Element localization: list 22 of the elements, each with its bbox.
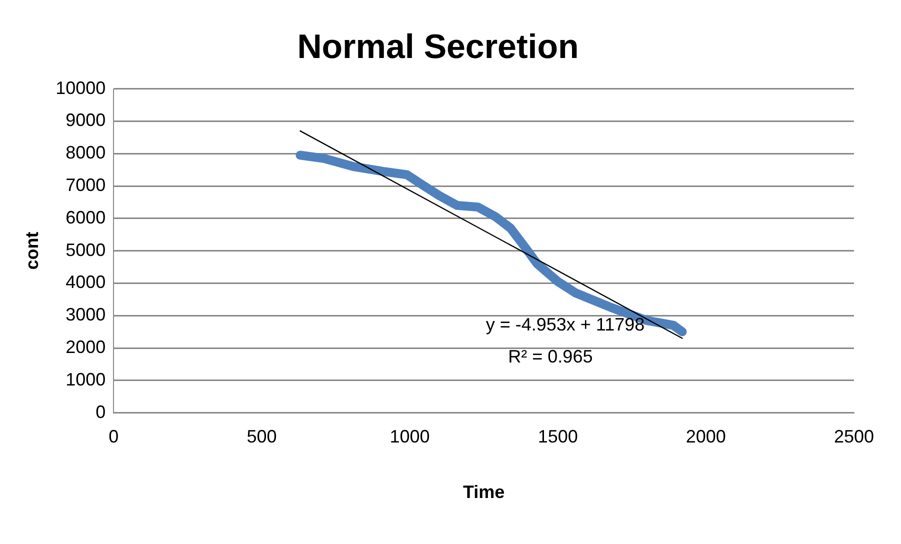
y-tick-label: 6000 — [66, 207, 106, 228]
x-tick-label: 2000 — [686, 426, 726, 447]
y-tick-label: 4000 — [66, 272, 106, 292]
y-tick-label: 2000 — [66, 336, 106, 357]
chart-title: Normal Secretion — [297, 28, 579, 66]
y-tick-label: 0 — [96, 402, 106, 422]
y-tick-label: 3000 — [66, 304, 106, 325]
x-tick-label: 1000 — [390, 426, 430, 447]
y-axis-title: cont — [22, 232, 42, 270]
annotation: y = -4.953x + 11798 — [486, 314, 645, 334]
y-tick-label: 10000 — [56, 78, 106, 98]
x-tick-label: 500 — [246, 426, 277, 447]
x-tick-label: 1500 — [538, 426, 578, 447]
x-tick-label: 0 — [108, 426, 119, 447]
x-axis-title: Time — [462, 482, 505, 502]
y-tick-label: 1000 — [66, 369, 106, 390]
y-tick-label: 9000 — [66, 110, 106, 130]
y-tick-label: 7000 — [66, 174, 106, 195]
x-tick-label: 2500 — [834, 426, 874, 447]
y-tick-label: 5000 — [66, 240, 106, 260]
annotation: R² = 0.965 — [508, 346, 593, 367]
y-tick-label: 8000 — [66, 142, 106, 163]
